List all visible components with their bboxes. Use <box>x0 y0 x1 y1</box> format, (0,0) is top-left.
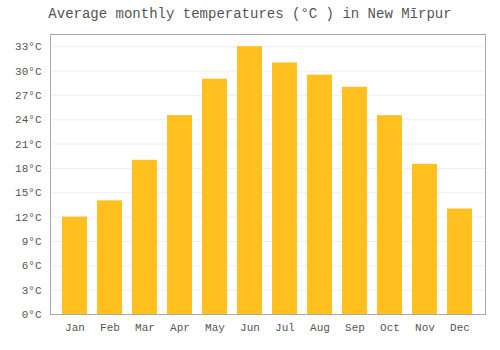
svg-text:Mar: Mar <box>135 322 155 334</box>
svg-text:9°C: 9°C <box>22 236 42 248</box>
svg-text:15°C: 15°C <box>15 187 42 199</box>
svg-text:Feb: Feb <box>100 322 120 334</box>
svg-text:Sep: Sep <box>345 322 365 334</box>
svg-text:6°C: 6°C <box>22 260 42 272</box>
svg-text:Jan: Jan <box>65 322 85 334</box>
svg-text:Jun: Jun <box>240 322 260 334</box>
svg-text:Apr: Apr <box>170 322 190 334</box>
html-text:Average monthly temperatures (: Average monthly temperatures (°C ) in Ne… <box>48 6 452 22</box>
svg-text:May: May <box>205 322 225 334</box>
svg-text:0°C: 0°C <box>22 309 42 321</box>
svg-text:Dec: Dec <box>450 322 470 334</box>
svg-text:Jul: Jul <box>275 322 295 334</box>
svg-text:Aug: Aug <box>310 322 330 334</box>
svg-text:24°C: 24°C <box>15 114 42 126</box>
svg-text:3°C: 3°C <box>22 285 42 297</box>
svg-text:30°C: 30°C <box>15 66 42 78</box>
svg-text:18°C: 18°C <box>15 163 42 175</box>
svg-text:12°C: 12°C <box>15 212 42 224</box>
svg-text:21°C: 21°C <box>15 139 42 151</box>
svg-text:27°C: 27°C <box>15 90 42 102</box>
svg-text:Nov: Nov <box>415 322 435 334</box>
svg-text:Oct: Oct <box>380 322 400 334</box>
svg-text:33°C: 33°C <box>15 41 42 53</box>
